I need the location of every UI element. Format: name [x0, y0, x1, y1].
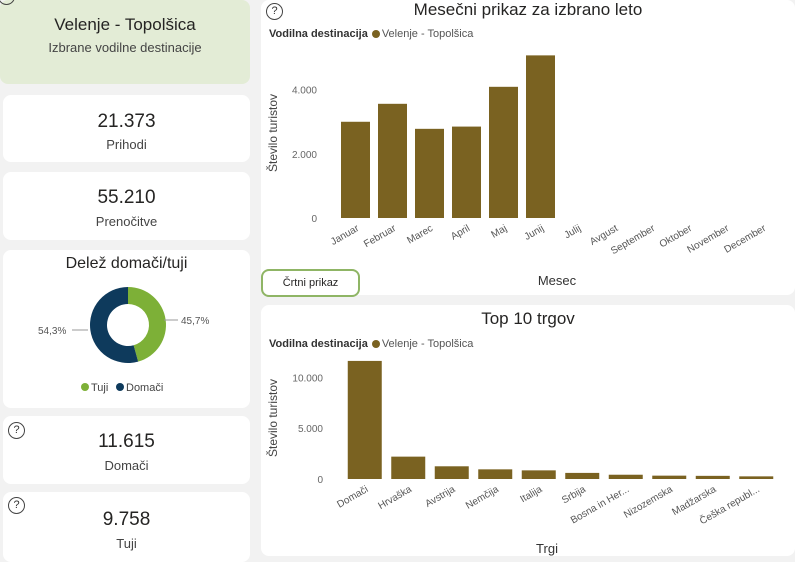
bar-italija[interactable] [521, 470, 556, 479]
kpi-tuji-card: ? 9.758 Tuji [3, 492, 250, 562]
kpi-domaci-label: Domači [104, 458, 149, 473]
y-tick-label: 0 [311, 214, 317, 225]
kpi-prenocitve-card: 55.210 Prenočitve [3, 172, 250, 240]
donut-title: Delež domači/tuji [65, 255, 188, 272]
crtni-prikaz-button[interactable]: Črtni prikaz [261, 269, 360, 297]
kpi-tuji-label: Tuji [116, 536, 137, 551]
kpi-prihodi-value: 21.373 [97, 111, 156, 132]
bar-maj[interactable] [489, 86, 518, 219]
legend-marker [371, 340, 380, 349]
donut-label-tuji: 45,7% [181, 316, 209, 327]
x-tick-label: Marec [405, 223, 435, 246]
monthly-legend: Vodilna destinacija Velenje - Topolšica [269, 28, 473, 40]
y-tick-label: 0 [317, 475, 323, 486]
y-tick-label: 10.000 [292, 373, 323, 384]
destination-card: ? Velenje - Topolšica Izbrane vodilne de… [0, 0, 250, 84]
kpi-prenocitve-value: 55.210 [97, 187, 156, 208]
x-tick-label: Februar [362, 223, 398, 250]
kpi-domaci-card: ? 11.615 Domači [3, 416, 250, 484]
y-tick-label: 2.000 [292, 150, 317, 161]
y-axis-label: Število turistov [265, 94, 280, 172]
x-tick-label: Hrvaška [376, 484, 414, 512]
legend-domaci[interactable]: Domači [126, 382, 163, 394]
monthly-chart-title: Mesečni prikaz za izbrano leto [413, 0, 643, 19]
x-tick-label: Srbija [560, 484, 588, 507]
legend-domaci-marker [116, 383, 124, 391]
x-tick-label: Italija [519, 484, 545, 505]
x-tick-label: April [449, 223, 472, 243]
top10-legend: Vodilna destinacija Velenje - Topolšica [269, 338, 473, 350]
donut-card: Delež domači/tuji 45,7% 54,3% Tuji Domač… [3, 250, 250, 408]
help-icon[interactable]: ? [0, 0, 15, 5]
bar-avstrija[interactable] [434, 466, 469, 479]
x-tick-label: December [723, 223, 769, 256]
monthly-legend-title: Vodilna destinacija [269, 28, 368, 40]
donut-label-domaci: 54,3% [38, 326, 66, 337]
bar-srbija[interactable] [565, 472, 600, 479]
top10-bar-chart: 0 5.000 10.000 Število turistov Domači Hrvašk… [265, 360, 774, 556]
monthly-bar-chart: 0 2.000 4.000 Število turistov Januar Februar… [265, 55, 769, 288]
y-tick-label: 5.000 [298, 424, 323, 435]
y-tick-label: 4.000 [292, 86, 317, 97]
kpi-tuji-value: 9.758 [102, 509, 151, 530]
bar-januar[interactable] [341, 121, 370, 218]
top10-legend-item[interactable]: Velenje - Topolšica [381, 338, 474, 350]
donut-slice-domaci[interactable] [90, 287, 139, 363]
monthly-chart-card: ? Mesečni prikaz za izbrano leto Vodilna… [261, 0, 795, 297]
help-icon[interactable]: ? [266, 3, 283, 20]
bar-junij[interactable] [526, 55, 555, 219]
legend-tuji[interactable]: Tuji [91, 382, 108, 394]
top10-chart-title: Top 10 trgov [481, 309, 575, 328]
monthly-legend-item[interactable]: Velenje - Topolšica [381, 28, 474, 40]
x-tick-label: Julij [563, 223, 583, 241]
x-tick-label: Nizozemska [622, 484, 675, 521]
x-tick-label: Nemčija [464, 484, 501, 512]
legend-tuji-marker [81, 383, 89, 391]
y-axis-label: Število turistov [265, 379, 280, 457]
x-tick-label: Maj [490, 223, 509, 241]
x-tick-label: Domači [335, 484, 370, 510]
top10-legend-title: Vodilna destinacija [269, 338, 368, 350]
bar--e-ka-republ-[interactable] [739, 476, 774, 479]
destination-subtitle: Izbrane vodilne destinacije [48, 40, 202, 55]
help-icon[interactable]: ? [8, 422, 25, 439]
donut-slice-tuji[interactable] [128, 287, 166, 362]
kpi-prihodi-card: 21.373 Prihodi [3, 95, 250, 162]
kpi-prenocitve-label: Prenočitve [95, 214, 158, 229]
help-icon[interactable]: ? [8, 497, 25, 514]
bar-bosna-in-her-[interactable] [608, 474, 643, 479]
bar-nizozemska[interactable] [652, 475, 687, 479]
bar-april[interactable] [452, 126, 481, 218]
kpi-prihodi-label: Prihodi [106, 137, 147, 152]
bar-mad-arska[interactable] [695, 475, 730, 479]
top10-chart-card: Top 10 trgov Vodilna destinacija Velenje … [261, 305, 795, 556]
bar-doma-i[interactable] [347, 360, 382, 479]
x-axis-label: Mesec [538, 273, 577, 288]
x-tick-label: Januar [329, 223, 362, 248]
bar-marec[interactable] [415, 128, 444, 218]
donut-chart: 45,7% 54,3% Tuji Domači [38, 287, 209, 394]
bar-hrva-ka[interactable] [391, 456, 426, 479]
x-axis-label: Trgi [536, 541, 558, 556]
bar-februar[interactable] [378, 103, 407, 218]
legend-marker [371, 30, 380, 39]
kpi-domaci-value: 11.615 [98, 431, 155, 452]
destination-title: Velenje - Topolšica [54, 15, 196, 34]
x-tick-label: Avstrija [424, 484, 458, 510]
x-tick-label: Junij [523, 223, 546, 243]
bar-nem-ija[interactable] [478, 469, 513, 479]
